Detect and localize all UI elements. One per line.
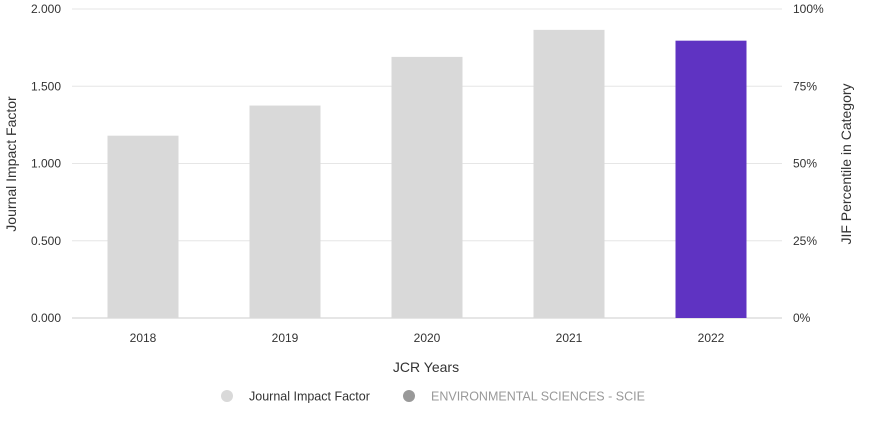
bar-2022[interactable] xyxy=(675,40,747,319)
bar-2018[interactable] xyxy=(107,135,179,318)
bar-2020[interactable] xyxy=(391,56,463,319)
x-tick-label: 2021 xyxy=(556,331,583,345)
legend-marker-jif xyxy=(221,390,233,402)
legend-label-category: ENVIRONMENTAL SCIENCES - SCIE xyxy=(431,390,645,404)
legend-item-category[interactable]: ENVIRONMENTAL SCIENCES - SCIE xyxy=(403,390,645,404)
x-tick-label: 2020 xyxy=(414,331,441,345)
y-right-tick-label: 75% xyxy=(793,79,817,93)
y-right-tick-label: 0% xyxy=(793,311,811,325)
y-tick-label: 2.000 xyxy=(31,2,61,16)
y-axis-right-title: JIF Percentile in Category xyxy=(838,83,854,244)
y-axis-left-ticks: 0.000 0.500 1.000 1.500 2.000 xyxy=(31,2,61,325)
legend: Journal Impact Factor ENVIRONMENTAL SCIE… xyxy=(221,390,645,404)
x-axis-ticks: 2018 2019 2020 2021 2022 xyxy=(130,331,725,345)
legend-item-jif[interactable]: Journal Impact Factor xyxy=(221,390,370,404)
legend-marker-category xyxy=(403,390,415,402)
y-right-tick-label: 50% xyxy=(793,157,817,171)
x-tick-label: 2018 xyxy=(130,331,157,345)
y-right-tick-label: 100% xyxy=(793,2,824,16)
y-tick-label: 0.000 xyxy=(31,311,61,325)
x-axis-title: JCR Years xyxy=(393,359,459,375)
bar-2021[interactable] xyxy=(533,29,605,318)
y-tick-label: 1.500 xyxy=(31,79,61,93)
x-tick-label: 2019 xyxy=(272,331,299,345)
bars xyxy=(107,29,747,319)
y-tick-label: 1.000 xyxy=(31,157,61,171)
y-axis-right-ticks: 0% 25% 50% 75% 100% xyxy=(793,2,824,325)
legend-label-jif: Journal Impact Factor xyxy=(249,390,370,404)
x-tick-label: 2022 xyxy=(698,331,725,345)
bar-2019[interactable] xyxy=(249,105,321,318)
y-tick-label: 0.500 xyxy=(31,234,61,248)
y-right-tick-label: 25% xyxy=(793,234,817,248)
y-axis-left-title: Journal Impact Factor xyxy=(3,96,19,232)
